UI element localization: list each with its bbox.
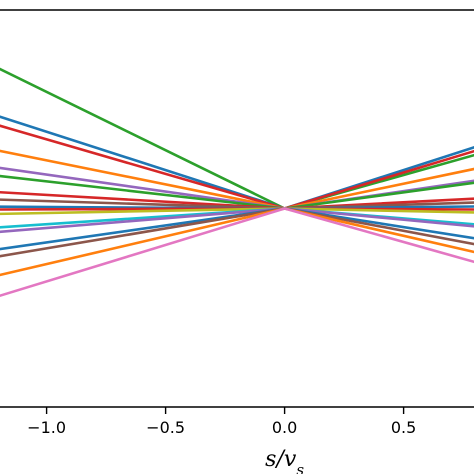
x-tick-label: 0.0	[272, 418, 297, 437]
series-layer	[0, 67, 474, 298]
x-ticks: −1.0 −0.5 0.0 0.5	[27, 407, 416, 437]
x-axis-label: s/vs	[265, 447, 304, 474]
x-tick-label: −1.0	[27, 418, 66, 437]
series-line-17	[0, 207, 474, 298]
x-tick-label: 0.5	[391, 418, 416, 437]
series-line-15	[0, 207, 474, 258]
series-line-4	[0, 149, 474, 210]
x-tick-label: −0.5	[146, 418, 185, 437]
